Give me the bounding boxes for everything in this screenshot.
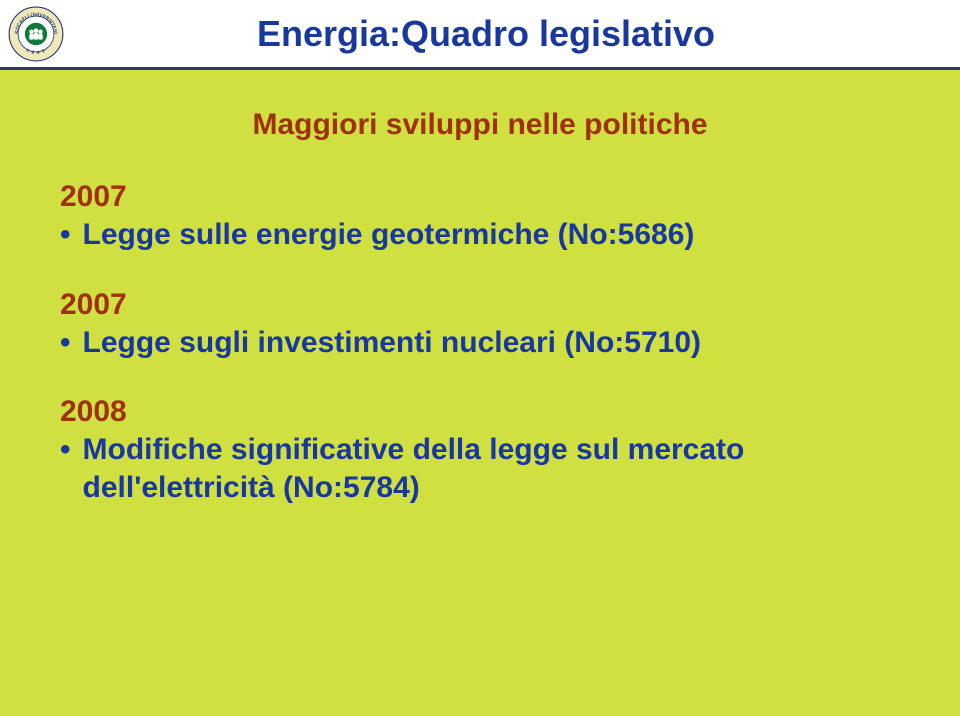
- bullet-text: Legge sulle energie geotermiche (No:5686…: [83, 216, 695, 254]
- header-bar: KOCAELİ ÜNİVERSİTESİ · 1 9 9 2 · Energia…: [0, 0, 960, 70]
- university-logo-icon: KOCAELİ ÜNİVERSİTESİ · 1 9 9 2 ·: [8, 6, 64, 62]
- bullet-item: • Legge sulle energie geotermiche (No:56…: [60, 216, 900, 254]
- bullet-item: • Modifiche significative della legge su…: [60, 431, 900, 506]
- section-year: 2007: [60, 288, 900, 322]
- bullet-icon: •: [60, 216, 71, 254]
- section: 2007 • Legge sulle energie geotermiche (…: [60, 180, 900, 254]
- section: 2008 • Modifiche significative della leg…: [60, 395, 900, 506]
- slide-subtitle: Maggiori sviluppi nelle politiche: [60, 108, 900, 142]
- bullet-icon: •: [60, 324, 71, 362]
- slide-body: Maggiori sviluppi nelle politiche 2007 •…: [0, 70, 960, 506]
- bullet-text: Legge sugli investimenti nucleari (No:57…: [83, 324, 702, 362]
- bullet-item: • Legge sugli investimenti nucleari (No:…: [60, 324, 900, 362]
- bullet-icon: •: [60, 431, 71, 469]
- slide-title: Energia:Quadro legislativo: [76, 13, 952, 55]
- section-year: 2008: [60, 395, 900, 429]
- slide: KOCAELİ ÜNİVERSİTESİ · 1 9 9 2 · Energia…: [0, 0, 960, 716]
- section-year: 2007: [60, 180, 900, 214]
- bullet-text: Modifiche significative della legge sul …: [83, 431, 900, 506]
- section: 2007 • Legge sugli investimenti nucleari…: [60, 288, 900, 362]
